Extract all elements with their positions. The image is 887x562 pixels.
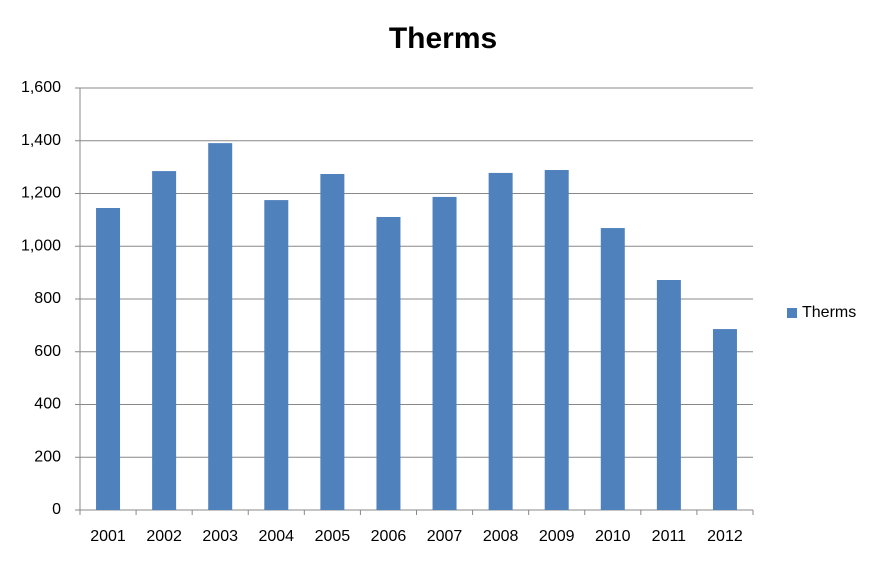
- y-tick-label: 400: [34, 396, 61, 413]
- y-tick-label: 1,000: [21, 237, 61, 254]
- y-tick-label: 0: [52, 501, 61, 518]
- x-tick-label: 2001: [90, 528, 126, 545]
- x-tick-label: 2005: [315, 528, 351, 545]
- x-tick-label: 2008: [483, 528, 519, 545]
- x-tick-label: 2009: [539, 528, 575, 545]
- bar: [376, 216, 401, 510]
- bar: [544, 170, 569, 510]
- y-tick-label: 800: [34, 290, 61, 307]
- x-tick-label: 2012: [707, 528, 743, 545]
- x-tick-label: 2007: [427, 528, 463, 545]
- legend-swatch: [787, 308, 797, 318]
- chart-title: Therms: [389, 22, 497, 55]
- y-tick-label: 200: [34, 448, 61, 465]
- bar: [656, 280, 681, 510]
- x-tick-label: 2003: [202, 528, 238, 545]
- x-tick-label: 2010: [595, 528, 631, 545]
- y-tick-label: 1,200: [21, 185, 61, 202]
- bar: [712, 329, 737, 510]
- bar: [96, 208, 121, 510]
- bar: [264, 200, 289, 510]
- bar: [600, 228, 625, 510]
- x-tick-label: 2002: [146, 528, 182, 545]
- y-tick-label: 600: [34, 343, 61, 360]
- bar: [320, 173, 345, 511]
- bar: [152, 171, 177, 511]
- bar: [432, 196, 457, 510]
- y-tick-label: 1,400: [21, 132, 61, 149]
- x-tick-label: 2006: [371, 528, 407, 545]
- x-tick-label: 2004: [258, 528, 294, 545]
- bar: [488, 172, 513, 511]
- bar: [208, 143, 233, 510]
- legend-label: Therms: [802, 304, 856, 321]
- x-tick-label: 2011: [652, 528, 687, 545]
- y-tick-label: 1,600: [21, 79, 61, 96]
